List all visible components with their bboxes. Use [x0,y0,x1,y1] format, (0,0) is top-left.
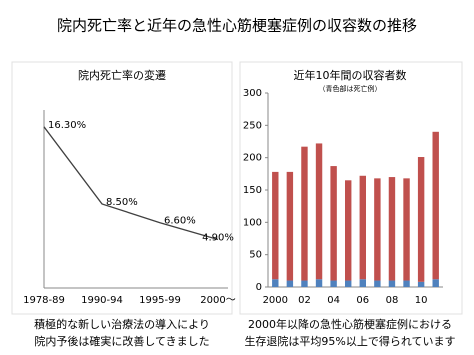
bar-segment [432,131,439,280]
bar-segment [417,281,425,287]
data-label: 8.50% [106,197,138,208]
caption: 生存退院は平均95%以上で得られています [244,334,455,348]
bar-segment [286,171,294,281]
caption: 2000年以降の急性心筋梗塞症例における [248,317,452,331]
y-tick-label: 200 [243,153,262,164]
bar-segment [374,178,381,281]
chart-title: 院内死亡率の変遷 [78,68,166,82]
chart-subtitle: （青色部は死亡例） [319,84,382,93]
x-tick-label: 08 [386,295,399,306]
x-tick-label: 1995-99 [139,295,181,306]
x-tick-label: 2000～ [200,295,235,306]
y-tick-label: 300 [243,88,262,99]
bar-segment [315,279,323,287]
bar-segment [301,280,308,287]
data-label: 4.90% [202,233,234,244]
x-tick-label: 02 [298,295,311,306]
chart-title: 近年10年間の収容者数 [294,68,407,82]
bar-segment [286,280,294,287]
bar-segment [330,280,337,287]
x-tick-label: 06 [356,295,369,306]
right-panel [239,61,463,315]
caption: 院内予後は確実に改善してきました [34,334,209,348]
bar-segment [272,279,279,287]
left-panel [11,61,233,315]
data-label: 16.30% [48,120,86,131]
y-tick-label: 150 [243,185,262,196]
bar-segment [374,280,381,287]
slide-title: 院内死亡率と近年の急性心筋梗塞症例の収容数の推移 [57,17,417,35]
bar-segment [403,178,410,281]
bar-segment [403,280,410,287]
line [43,126,219,241]
x-tick-label: 1990-94 [81,295,123,306]
bar-segment [330,166,337,281]
y-tick-label: 100 [243,217,262,228]
y-tick-label: 250 [243,120,262,131]
data-label: 6.60% [164,216,196,227]
y-tick-label: 50 [249,250,262,261]
x-tick-label: 10 [415,295,428,306]
bar-segment [272,171,279,280]
bar-segment [345,280,352,287]
bar-segment [417,157,425,282]
x-tick-label: 1978-89 [23,295,65,306]
x-tick-label: 04 [327,295,340,306]
bar-segment [345,180,352,281]
bar-segment [359,175,366,280]
bar-segment [432,279,439,287]
bar-segment [301,146,308,281]
bar-segment [315,143,323,280]
y-tick-label: 0 [256,282,262,293]
bar-segment [388,177,396,281]
x-tick-label: 2000 [263,295,288,306]
bar-segment [388,280,396,287]
caption: 積極的な新しい治療法の導入により [34,317,210,331]
bar-segment [359,279,366,287]
